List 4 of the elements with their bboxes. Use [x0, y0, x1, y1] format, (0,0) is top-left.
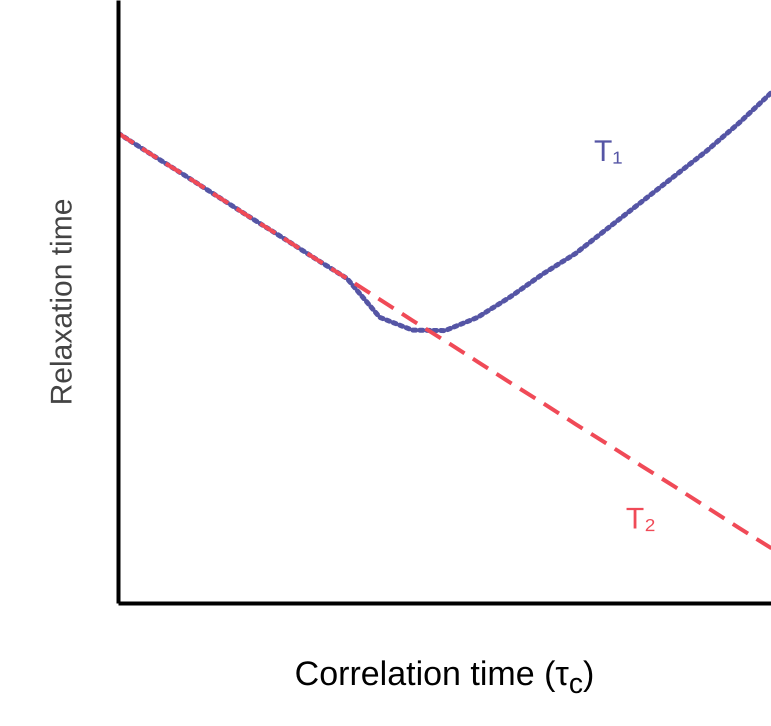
series-label: T₂	[626, 502, 656, 536]
series-label: T₁	[594, 134, 622, 168]
x-axis-title: Correlation time (τ$_{c}$)	[294, 654, 594, 702]
y-axis-title: Relaxation time	[46, 198, 78, 406]
